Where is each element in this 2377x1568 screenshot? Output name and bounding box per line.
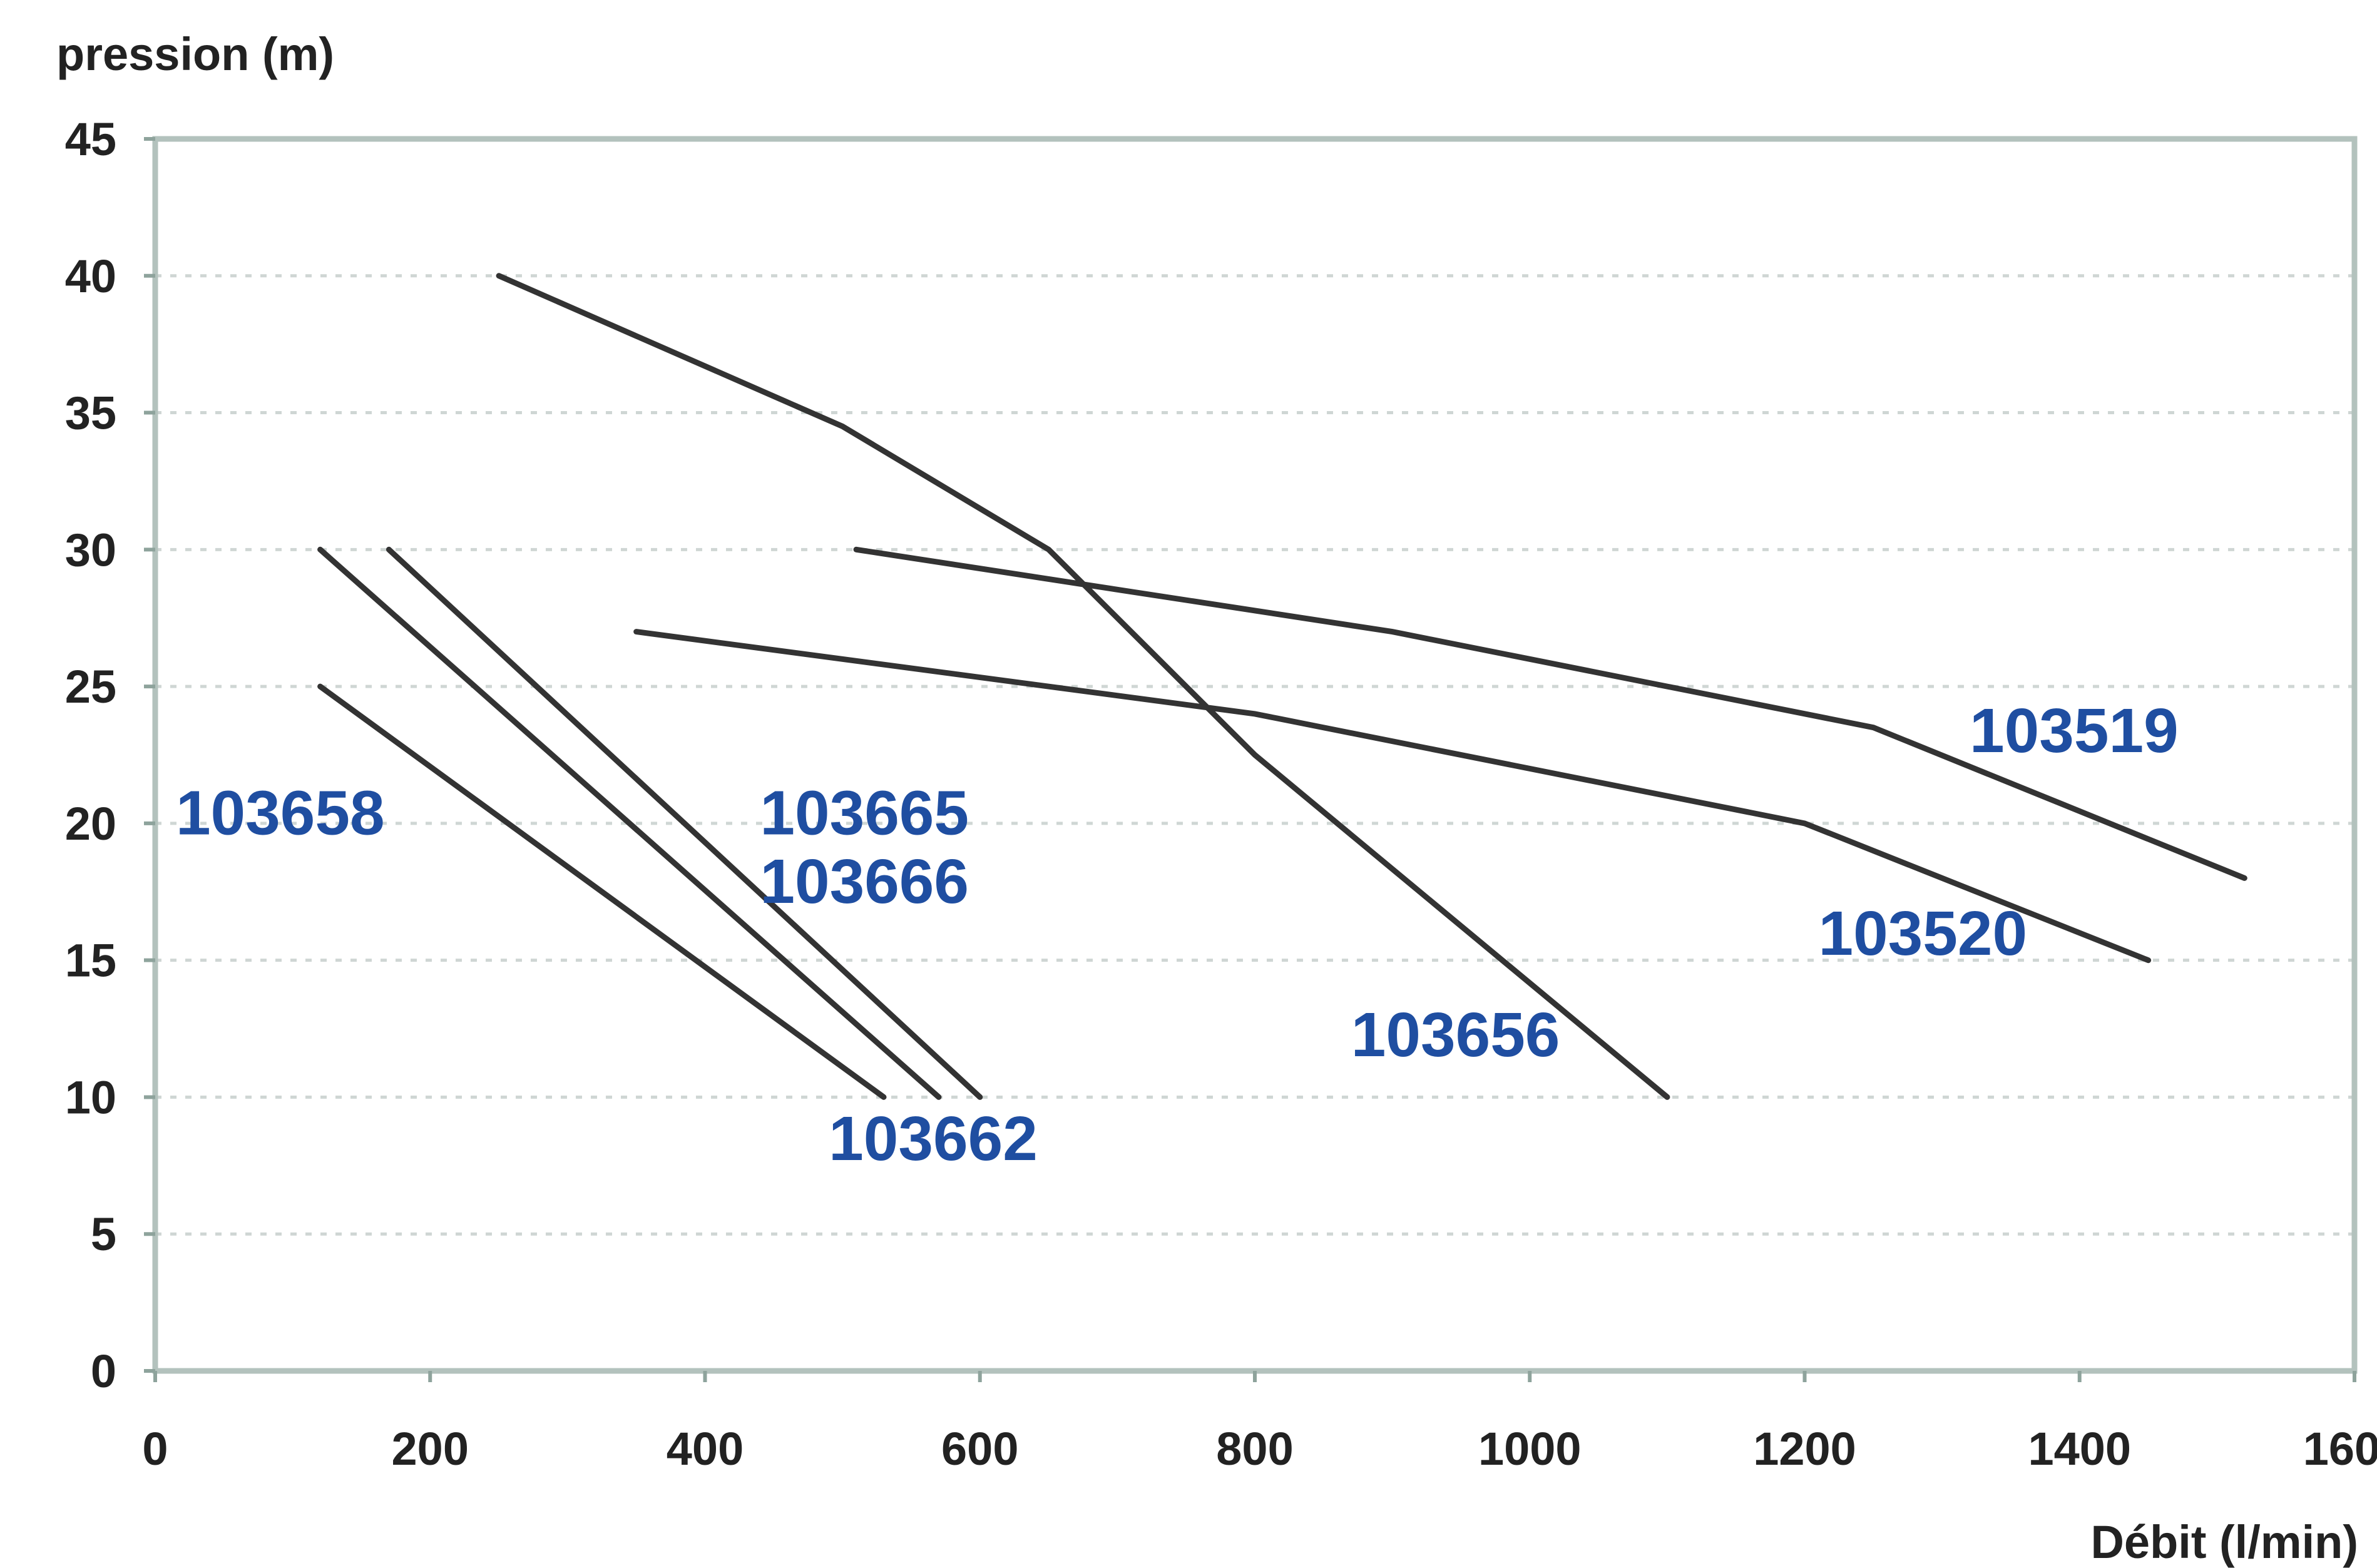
series-label-103658: 103658	[176, 778, 385, 848]
x-tick-label: 600	[941, 1423, 1018, 1475]
y-axis-title: pression (m)	[56, 28, 334, 80]
y-tick-label: 20	[65, 798, 116, 850]
series-line-103662	[317, 546, 942, 1100]
series-line-103656	[496, 273, 1670, 1100]
y-tick-label: 10	[65, 1071, 116, 1123]
axis-ticks: 0 5 10 15 20 25 30 35 40 45 0 200 400 600 800 1000 1200 1…	[65, 113, 2377, 1475]
series-label-103665: 103665	[760, 778, 969, 848]
series-label-103520: 103520	[1818, 899, 2027, 969]
y-tick-label: 25	[65, 661, 116, 713]
series-label-103662: 103662	[829, 1104, 1038, 1174]
series-label-103666: 103666	[760, 847, 969, 917]
series-line-103520	[633, 629, 2152, 964]
y-tick-label: 40	[65, 250, 116, 302]
x-tick-label: 400	[667, 1423, 744, 1475]
y-tick-label: 15	[65, 935, 116, 987]
grid-lines	[155, 274, 2354, 1236]
series-label-103656: 103656	[1351, 1000, 1560, 1070]
x-tick-label: 0	[142, 1423, 168, 1475]
x-tick-label: 200	[392, 1423, 469, 1475]
x-tick-label: 1600	[2303, 1423, 2377, 1475]
x-tick-label: 1200	[1753, 1423, 1856, 1475]
series-line-103658	[317, 683, 887, 1100]
y-tick-label: 30	[65, 524, 116, 576]
x-tick-label: 1000	[1478, 1423, 1582, 1475]
x-tick-label: 1400	[2028, 1423, 2131, 1475]
x-axis-title: Débit (l/min)	[2090, 1516, 2358, 1568]
x-tick-label: 800	[1216, 1423, 1293, 1475]
y-tick-label: 35	[65, 387, 116, 439]
y-tick-label: 5	[91, 1208, 116, 1260]
y-tick-label: 0	[91, 1345, 116, 1397]
series-label-103519: 103519	[1970, 696, 2179, 766]
series-line-103665-103666	[386, 546, 983, 1100]
series-lines	[317, 273, 2247, 1100]
y-tick-label: 45	[65, 113, 116, 165]
series-line-103519	[853, 546, 2247, 881]
